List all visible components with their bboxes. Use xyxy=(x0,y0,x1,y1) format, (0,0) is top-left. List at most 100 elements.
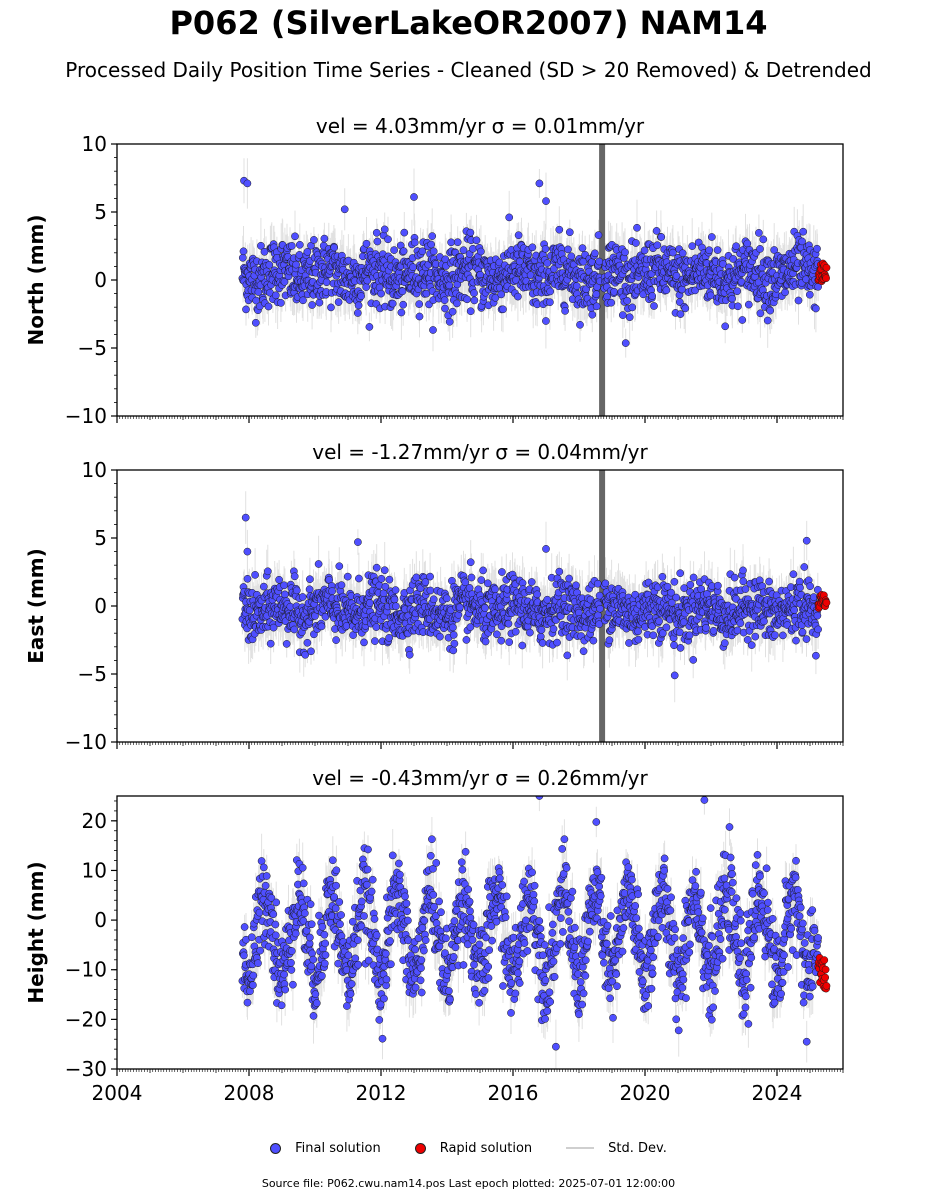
final-point xyxy=(728,294,736,303)
final-point xyxy=(511,627,520,636)
final-point xyxy=(480,986,489,995)
final-point xyxy=(675,298,684,306)
final-point xyxy=(485,946,494,954)
final-point xyxy=(505,213,514,222)
final-point xyxy=(327,303,335,312)
final-point xyxy=(445,281,454,290)
final-point xyxy=(738,316,747,324)
final-point xyxy=(402,899,411,908)
final-point xyxy=(542,197,550,205)
final-point xyxy=(565,574,573,583)
final-point xyxy=(436,632,444,641)
final-point xyxy=(649,631,658,640)
final-point xyxy=(428,835,436,844)
final-point xyxy=(713,246,722,254)
final-point xyxy=(575,1010,583,1019)
final-point xyxy=(555,225,564,234)
final-point xyxy=(251,318,260,327)
final-point xyxy=(686,580,695,589)
final-point xyxy=(514,969,522,977)
final-point xyxy=(756,245,764,253)
final-point xyxy=(277,299,285,307)
final-point xyxy=(541,245,550,253)
final-point xyxy=(549,625,558,633)
final-point xyxy=(483,579,492,588)
final-point xyxy=(536,924,545,933)
final-point xyxy=(343,572,352,581)
plot-area-north xyxy=(238,144,831,416)
rapid-point xyxy=(822,263,831,272)
final-point xyxy=(381,582,390,591)
final-point xyxy=(564,907,573,916)
final-point xyxy=(514,231,523,240)
final-point xyxy=(415,300,424,308)
final-point xyxy=(397,308,406,317)
final-point xyxy=(340,205,349,214)
final-point xyxy=(292,586,301,595)
final-point xyxy=(755,229,763,237)
final-point xyxy=(365,599,374,607)
final-point xyxy=(739,577,748,586)
final-point xyxy=(417,956,426,964)
final-point xyxy=(447,238,455,247)
final-point xyxy=(410,193,418,201)
final-point xyxy=(249,971,258,980)
final-point xyxy=(678,285,686,294)
final-point xyxy=(287,966,296,974)
final-point xyxy=(291,929,300,938)
final-point xyxy=(363,276,372,285)
y-tick-label: −5 xyxy=(78,336,107,360)
final-point xyxy=(386,937,394,945)
final-point xyxy=(584,937,592,946)
figure-subtitle: Processed Daily Position Time Series - C… xyxy=(65,58,872,82)
final-point xyxy=(576,978,585,986)
final-point xyxy=(449,646,458,655)
final-point xyxy=(420,946,428,955)
final-point xyxy=(623,296,632,305)
final-point xyxy=(559,928,567,936)
final-point xyxy=(309,955,318,964)
final-point xyxy=(658,572,667,581)
final-point xyxy=(741,585,750,593)
final-point xyxy=(612,970,621,978)
final-point xyxy=(592,290,601,299)
final-point xyxy=(271,291,280,300)
final-point xyxy=(453,238,462,247)
final-point xyxy=(495,874,504,883)
final-point xyxy=(380,566,389,575)
final-point xyxy=(479,566,487,575)
final-point xyxy=(417,988,426,997)
final-point xyxy=(581,971,590,980)
final-point xyxy=(707,233,716,241)
final-point xyxy=(481,637,490,646)
final-point xyxy=(299,296,307,305)
final-point xyxy=(528,868,536,877)
final-point xyxy=(556,940,565,948)
final-point xyxy=(295,240,304,249)
final-point xyxy=(243,998,252,1007)
final-point xyxy=(658,629,667,638)
final-point xyxy=(558,845,567,853)
final-point xyxy=(634,890,642,899)
final-point xyxy=(317,622,326,631)
final-point xyxy=(633,223,641,232)
final-point xyxy=(305,585,314,594)
final-point xyxy=(507,979,516,987)
final-point xyxy=(553,638,561,647)
final-point xyxy=(399,300,408,309)
final-point xyxy=(289,980,297,989)
final-point xyxy=(613,982,621,991)
final-point xyxy=(578,1000,587,1009)
final-point xyxy=(546,287,555,296)
final-point xyxy=(792,636,800,645)
final-point xyxy=(399,247,408,255)
final-point xyxy=(579,647,588,656)
final-point xyxy=(426,851,435,860)
final-point xyxy=(463,295,471,304)
final-point xyxy=(541,1015,549,1023)
final-point xyxy=(403,907,412,916)
panel-title: vel = 4.03mm/yr σ = 0.01mm/yr xyxy=(316,114,645,138)
final-point xyxy=(384,235,392,244)
final-point xyxy=(720,639,729,647)
y-tick-label: 10 xyxy=(82,458,107,482)
